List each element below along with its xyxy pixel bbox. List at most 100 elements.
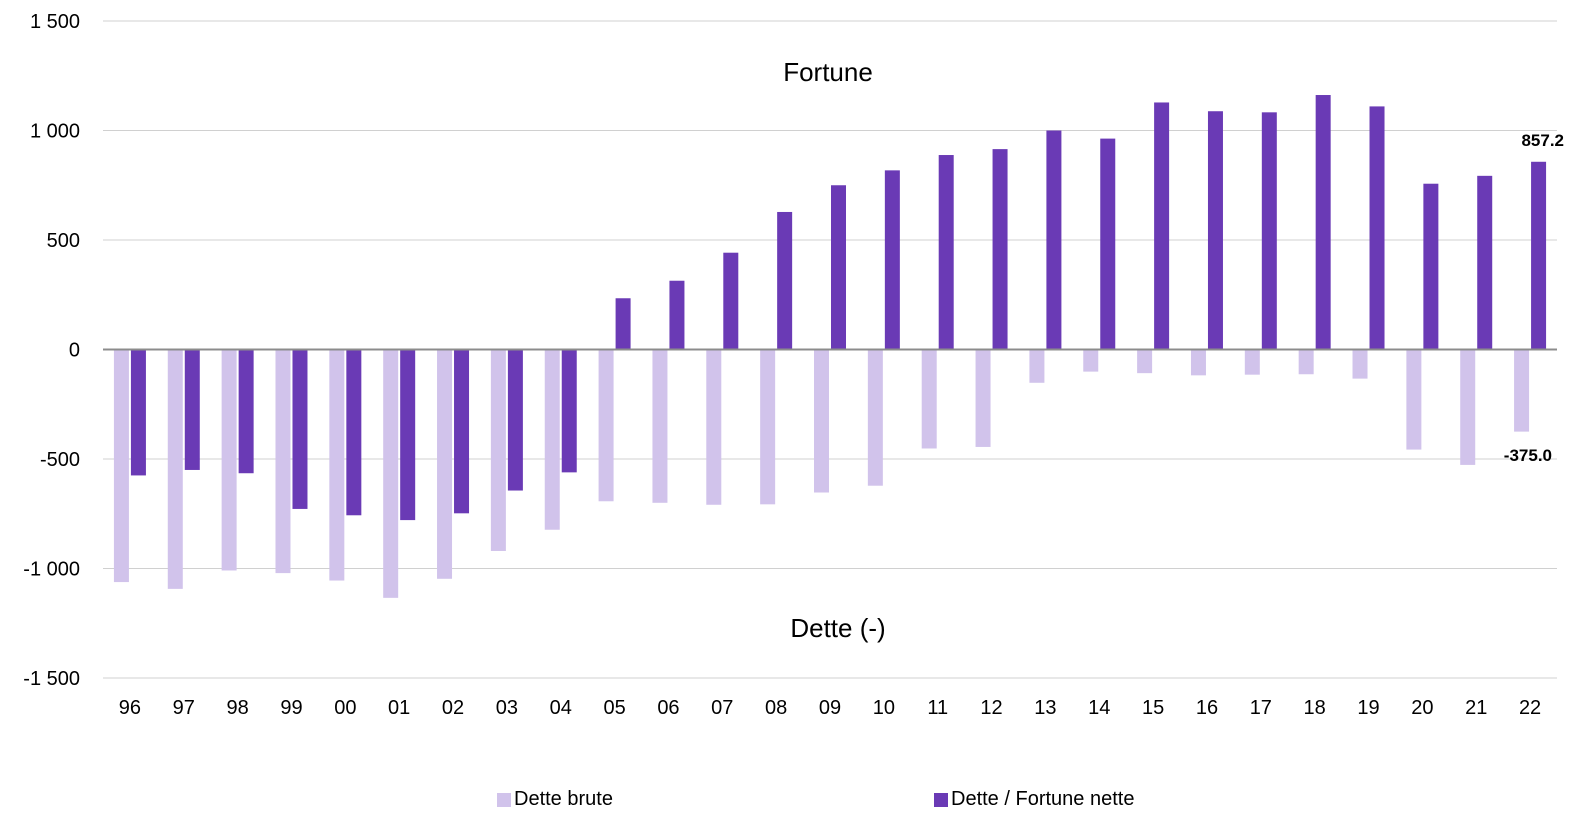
bar-net-debt-wealth <box>723 253 738 350</box>
bar-gross-debt <box>1029 350 1044 383</box>
data-label-gross-last: -375.0 <box>1504 446 1552 465</box>
y-tick-label: 1 000 <box>30 121 80 143</box>
legend-label-gross-debt: Dette brute <box>514 788 613 811</box>
y-tick-label: 1 500 <box>30 11 80 33</box>
legend-swatch-gross-debt <box>497 793 511 807</box>
legend-item-net-debt-wealth: Dette / Fortune nette <box>934 788 1134 811</box>
bar-gross-debt <box>652 350 667 503</box>
bar-net-debt-wealth <box>831 185 846 349</box>
bar-net-debt-wealth <box>1531 162 1546 350</box>
bar-net-debt-wealth <box>454 350 469 514</box>
x-tick-label: 14 <box>1088 697 1110 719</box>
bar-gross-debt <box>599 350 614 502</box>
bar-gross-debt <box>222 350 237 571</box>
x-tick-label: 15 <box>1142 697 1164 719</box>
bar-net-debt-wealth <box>508 350 523 491</box>
bar-gross-debt <box>922 350 937 449</box>
bar-net-debt-wealth <box>346 350 361 516</box>
x-tick-label: 11 <box>927 697 948 719</box>
x-tick-label: 21 <box>1465 697 1487 719</box>
x-tick-label: 16 <box>1196 697 1218 719</box>
y-tick-label: 0 <box>69 340 80 362</box>
x-tick-label: 00 <box>334 697 356 719</box>
bar-gross-debt <box>1299 350 1314 375</box>
x-tick-label: 03 <box>496 697 518 719</box>
bar-net-debt-wealth <box>562 350 577 473</box>
x-tick-label: 17 <box>1250 697 1272 719</box>
x-tick-label: 19 <box>1357 697 1379 719</box>
bar-net-debt-wealth <box>669 281 684 350</box>
bar-net-debt-wealth <box>1154 102 1169 349</box>
y-tick-label: -1 000 <box>23 559 80 581</box>
bar-gross-debt <box>437 350 452 579</box>
bar-net-debt-wealth <box>1100 139 1115 350</box>
bar-net-debt-wealth <box>185 350 200 470</box>
bar-gross-debt <box>545 350 560 530</box>
annotation-fortune: Fortune <box>783 57 873 87</box>
y-tick-label: 500 <box>47 230 80 252</box>
bar-net-debt-wealth <box>993 149 1008 349</box>
x-tick-label: 97 <box>173 697 195 719</box>
bar-gross-debt <box>1191 350 1206 376</box>
bar-net-debt-wealth <box>777 212 792 350</box>
x-tick-label: 96 <box>119 697 141 719</box>
x-tick-label: 07 <box>711 697 733 719</box>
bar-gross-debt <box>868 350 883 486</box>
bar-net-debt-wealth <box>292 350 307 509</box>
legend-item-gross-debt: Dette brute <box>497 788 613 811</box>
bar-gross-debt <box>168 350 183 589</box>
x-tick-label: 18 <box>1304 697 1326 719</box>
x-tick-label: 98 <box>227 697 249 719</box>
bar-gross-debt <box>114 350 129 583</box>
y-tick-label: -500 <box>40 449 80 471</box>
bar-gross-debt <box>1460 350 1475 465</box>
legend-label-net-debt-wealth: Dette / Fortune nette <box>951 788 1134 811</box>
bar-net-debt-wealth <box>885 170 900 349</box>
bar-gross-debt <box>706 350 721 505</box>
x-tick-label: 08 <box>765 697 787 719</box>
bar-gross-debt <box>1353 350 1368 379</box>
x-tick-label: 05 <box>603 697 625 719</box>
bar-gross-debt <box>383 350 398 598</box>
annotation-dette: Dette (-) <box>790 613 885 643</box>
x-tick-label: 06 <box>657 697 679 719</box>
legend-swatch-net-debt-wealth <box>934 793 948 807</box>
bar-net-debt-wealth <box>1370 106 1385 349</box>
bar-gross-debt <box>275 350 290 574</box>
bar-net-debt-wealth <box>1262 112 1277 349</box>
bar-net-debt-wealth <box>1316 95 1331 349</box>
bar-gross-debt <box>814 350 829 493</box>
bar-gross-debt <box>491 350 506 551</box>
bar-gross-debt <box>1406 350 1421 450</box>
x-tick-label: 04 <box>550 697 572 719</box>
x-tick-label: 02 <box>442 697 464 719</box>
bar-gross-debt <box>1083 350 1098 372</box>
bar-net-debt-wealth <box>1208 111 1223 349</box>
legend: Dette brute Dette / Fortune nette <box>0 788 1587 814</box>
bar-gross-debt <box>760 350 775 505</box>
bar-net-debt-wealth <box>1046 131 1061 350</box>
bar-net-debt-wealth <box>400 350 415 521</box>
bar-net-debt-wealth <box>131 350 146 476</box>
x-tick-label: 10 <box>873 697 895 719</box>
bar-net-debt-wealth <box>1423 184 1438 350</box>
bar-gross-debt <box>1245 350 1260 375</box>
data-label-net-last: 857.2 <box>1521 131 1564 150</box>
x-tick-label: 09 <box>819 697 841 719</box>
x-tick-label: 22 <box>1519 697 1541 719</box>
bar-net-debt-wealth <box>616 298 631 349</box>
bar-gross-debt <box>976 350 991 447</box>
bar-net-debt-wealth <box>939 155 954 349</box>
y-tick-label: -1 500 <box>23 668 80 690</box>
x-tick-label: 13 <box>1034 697 1056 719</box>
bar-net-debt-wealth <box>1477 176 1492 350</box>
bar-gross-debt <box>329 350 344 581</box>
bar-net-debt-wealth <box>239 350 254 474</box>
x-tick-label: 12 <box>980 697 1002 719</box>
x-tick-label: 20 <box>1411 697 1433 719</box>
x-tick-label: 01 <box>388 697 410 719</box>
x-tick-label: 99 <box>280 697 302 719</box>
bar-gross-debt <box>1137 350 1152 374</box>
